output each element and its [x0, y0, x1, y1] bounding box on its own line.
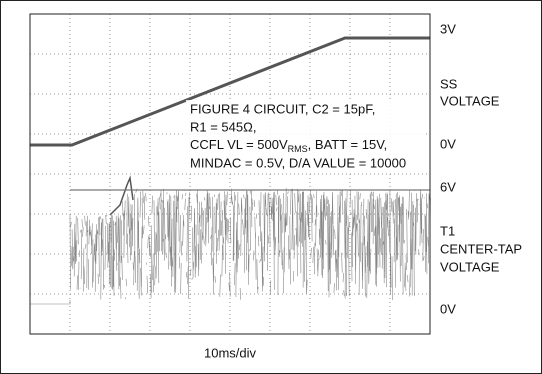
annotation: R1 = 545Ω,	[190, 119, 256, 134]
annotation-sub: RMS	[288, 144, 308, 154]
label: T1	[440, 223, 455, 238]
label: 0V	[440, 136, 456, 151]
label: 3V	[440, 21, 456, 36]
figure: 3V SS VOLTAGE 0V 6V T1 CENTER-TAP VOLTAG…	[0, 0, 542, 374]
annotation-part: CCFL VL = 500V	[190, 137, 288, 152]
frame	[1, 1, 542, 374]
label: 0V	[440, 301, 456, 316]
page: 3V SS VOLTAGE 0V 6V T1 CENTER-TAP VOLTAG…	[0, 0, 542, 374]
label: VOLTAGE	[440, 93, 500, 108]
time-scale: 10ms/div	[204, 345, 257, 360]
label: CENTER-TAP	[440, 241, 522, 256]
annotation-part: , BATT = 15V,	[308, 137, 388, 152]
annotation: FIGURE 4 CIRCUIT, C2 = 15pF,	[190, 101, 375, 116]
label: 6V	[440, 179, 456, 194]
label: VOLTAGE	[440, 259, 500, 274]
annotation: MINDAC = 0.5V, D/A VALUE = 10000	[190, 155, 406, 170]
label: SS	[440, 76, 458, 91]
